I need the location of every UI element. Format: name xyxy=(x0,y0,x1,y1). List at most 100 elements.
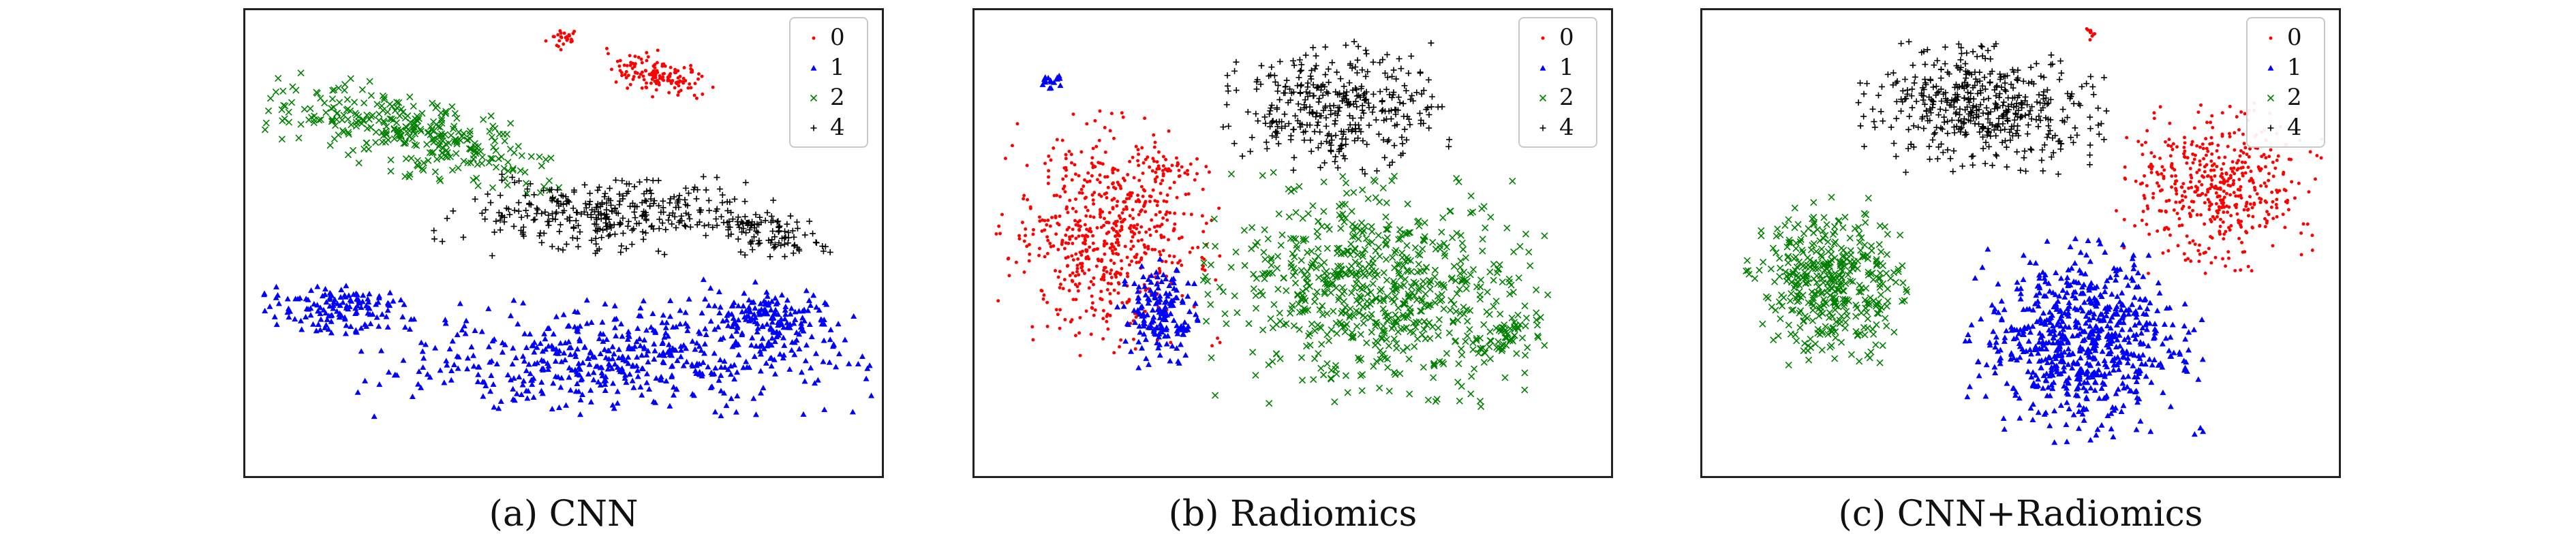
point-series-0 xyxy=(2259,184,2263,188)
point-series-2 xyxy=(1792,244,1800,253)
point-series-4 xyxy=(790,250,797,257)
point-series-0 xyxy=(2209,235,2213,239)
point-series-2 xyxy=(404,129,412,136)
point-series-4 xyxy=(1239,153,1246,159)
point-series-0 xyxy=(1107,221,1111,225)
point-series-0 xyxy=(1103,217,1106,221)
point-series-2 xyxy=(411,141,418,148)
point-series-0 xyxy=(1086,171,1090,175)
point-series-1 xyxy=(2105,344,2112,350)
point-series-4 xyxy=(1268,120,1275,127)
point-series-1 xyxy=(761,345,767,351)
point-series-2 xyxy=(1450,300,1458,308)
point-series-0 xyxy=(1106,327,1110,331)
point-series-1 xyxy=(538,379,545,385)
point-series-2 xyxy=(1259,291,1266,299)
point-series-1 xyxy=(2041,275,2048,281)
point-series-1 xyxy=(2126,338,2132,345)
point-series-1 xyxy=(753,343,760,349)
point-series-1 xyxy=(2085,237,2091,243)
point-series-2 xyxy=(363,125,371,132)
point-series-0 xyxy=(1077,282,1082,286)
point-series-2 xyxy=(301,106,308,113)
point-series-1 xyxy=(1990,328,1997,334)
point-series-4 xyxy=(1370,91,1377,97)
point-series-4 xyxy=(813,240,820,247)
point-series-1 xyxy=(2110,434,2117,440)
point-series-2 xyxy=(1420,236,1427,244)
point-series-1 xyxy=(480,393,487,399)
point-series-4 xyxy=(1349,65,1355,72)
point-series-1 xyxy=(521,358,527,364)
point-series-0 xyxy=(688,82,692,86)
point-series-0 xyxy=(1065,205,1069,209)
point-series-4 xyxy=(1387,107,1394,114)
point-series-0 xyxy=(1105,232,1109,236)
point-series-1 xyxy=(557,340,564,346)
point-series-2 xyxy=(1343,189,1351,197)
point-series-4 xyxy=(1358,128,1364,135)
point-series-1 xyxy=(2107,340,2114,347)
point-series-2 xyxy=(1404,200,1411,208)
point-series-1 xyxy=(2131,294,2138,300)
point-series-1 xyxy=(2057,339,2064,345)
point-series-0 xyxy=(2239,110,2243,114)
point-series-1 xyxy=(2097,311,2104,317)
point-series-4 xyxy=(1418,91,1425,97)
point-series-2 xyxy=(1199,276,1207,284)
point-series-1 xyxy=(802,358,809,364)
point-series-1 xyxy=(634,325,641,331)
point-series-0 xyxy=(1109,282,1114,286)
point-series-0 xyxy=(654,76,658,80)
point-series-2 xyxy=(1343,321,1351,328)
point-series-1 xyxy=(1192,300,1199,306)
point-series-1 xyxy=(734,369,741,375)
point-series-4 xyxy=(1297,68,1304,75)
point-series-1 xyxy=(1992,344,1999,350)
point-series-2 xyxy=(1396,226,1404,234)
point-series-0 xyxy=(1084,309,1088,313)
point-series-4 xyxy=(1224,72,1231,79)
point-series-0 xyxy=(2221,202,2225,206)
point-series-1 xyxy=(2053,368,2060,375)
point-series-1 xyxy=(1122,338,1129,344)
point-series-0 xyxy=(2267,178,2271,183)
point-series-2 xyxy=(1328,375,1335,383)
point-series-1 xyxy=(457,300,463,306)
point-series-0 xyxy=(1095,247,1099,251)
point-series-1 xyxy=(353,290,360,296)
point-series-1 xyxy=(418,384,425,390)
point-series-4 xyxy=(1282,90,1289,97)
point-series-4 xyxy=(1364,68,1371,75)
point-series-0 xyxy=(2221,197,2225,202)
point-series-0 xyxy=(1041,297,1045,301)
point-series-1 xyxy=(2154,307,2161,313)
point-series-2 xyxy=(1476,345,1484,352)
point-series-0 xyxy=(2245,208,2250,212)
point-series-2 xyxy=(383,123,390,130)
point-series-1 xyxy=(450,362,457,368)
point-series-0 xyxy=(1128,214,1132,218)
point-series-4 xyxy=(1428,104,1435,110)
point-series-1 xyxy=(590,369,597,375)
point-series-1 xyxy=(663,319,670,326)
point-series-4 xyxy=(1401,82,1408,89)
point-series-1 xyxy=(2121,311,2128,317)
point-series-1 xyxy=(692,368,699,374)
point-series-2 xyxy=(1321,290,1328,298)
point-series-1 xyxy=(2105,331,2112,337)
point-series-0 xyxy=(1022,197,1026,201)
point-series-0 xyxy=(1191,246,1195,250)
point-series-1 xyxy=(2051,379,2057,385)
point-series-4 xyxy=(530,217,537,223)
point-series-1 xyxy=(365,296,371,302)
point-series-4 xyxy=(1334,69,1340,76)
point-series-0 xyxy=(2243,161,2248,165)
point-series-4 xyxy=(1275,140,1282,147)
point-series-0 xyxy=(669,72,673,76)
point-series-0 xyxy=(1074,197,1077,202)
point-series-2 xyxy=(489,184,497,191)
point-series-0 xyxy=(1164,212,1168,217)
point-series-2 xyxy=(1332,273,1339,281)
point-series-4 xyxy=(523,207,530,214)
